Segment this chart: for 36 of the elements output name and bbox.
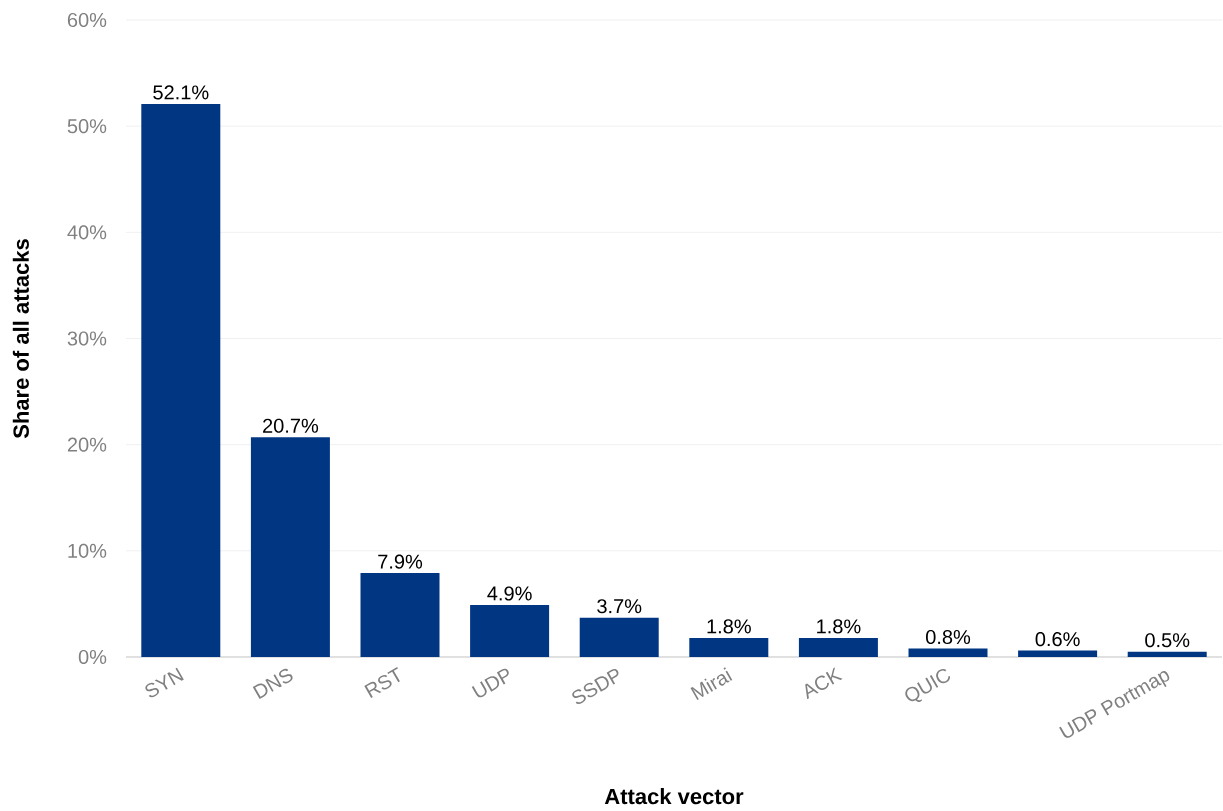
y-axis-title: Share of all attacks [12,239,29,439]
bar [798,637,878,658]
data-label: 4.9% [487,586,532,601]
y-tick-label: 10% [68,543,107,558]
y-tick-label: 50% [67,119,107,134]
data-label: 0.5% [1145,633,1190,648]
x-tick-label: RST [364,667,400,698]
x-tick-label: Mirai [690,667,733,701]
data-label: 3.7% [597,599,642,614]
x-tick-label: ACK [805,667,843,700]
x-axis-title: Attack vector [604,788,744,805]
y-tick-label: 60% [67,13,107,28]
y-tick-label: 0% [78,649,107,665]
x-tick-label: QUIC [905,668,951,703]
bar [470,605,550,658]
x-tick-label: SYN [145,667,184,698]
data-label: 1.8% [817,619,861,634]
bar [141,103,221,658]
data-label: 20.7% [263,418,319,433]
y-tick-label: 30% [67,331,107,346]
y-tick-label: 40% [67,225,107,240]
bar [579,617,659,658]
y-tick-label: 20% [67,437,107,452]
bar [250,437,330,658]
data-label: 0.6% [1035,632,1080,647]
bar [1127,651,1207,658]
bar [908,648,988,658]
bar [1018,650,1098,658]
x-tick-label: DNS [252,668,293,700]
bar [689,637,769,658]
data-label: 1.8% [707,619,751,634]
bar [360,573,440,658]
data-label: 0.8% [926,630,971,645]
data-label: 7.9% [378,554,423,569]
data-label: 52.1% [153,85,209,100]
x-tick-label: UDP [471,668,509,698]
